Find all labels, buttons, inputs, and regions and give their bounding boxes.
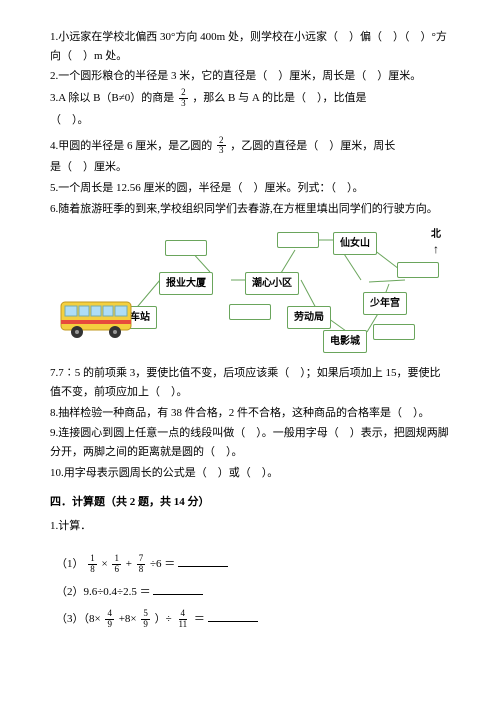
q4-part-a: 4.甲圆的半径是 6 厘米，是乙圆的 xyxy=(50,139,212,151)
node-dianying: 电影城 xyxy=(323,330,367,353)
fraction-1-8: 1 8 xyxy=(88,554,97,575)
frac-den: 3 xyxy=(217,146,226,156)
fraction-2-3b: 2 3 xyxy=(217,136,226,157)
node-shaonian: 少年宫 xyxy=(363,292,407,315)
question-1: 1.小远家在学校北偏西 30°方向 400m 处，则学校在小远家（ ）偏（ ）（… xyxy=(50,28,450,65)
c1-label: （1） xyxy=(56,558,84,570)
q3-part-a: 3.A 除以 B（B≠0）的商是 xyxy=(50,92,174,104)
question-5: 5.一个周长是 12.56 厘米的圆，半径是（ ）厘米。列式：（ ）。 xyxy=(50,179,450,198)
question-10: 10.用字母表示圆周长的公式是（ ）或（ ）。 xyxy=(50,464,450,483)
q3-part-b: ，那么 B 与 A 的比是（ ），比值是 xyxy=(192,92,366,104)
q4-part-b: ，乙圆的直径是（ ）厘米，周长 xyxy=(230,139,395,151)
north-label: 北 xyxy=(431,226,441,243)
question-2: 2.一个圆形粮仓的半径是 3 米，它的直径是（ ）厘米，周长是（ ）厘米。 xyxy=(50,67,450,86)
calc-prompt: 1.计算． xyxy=(50,517,450,536)
c1-mul: × xyxy=(102,558,108,570)
fraction-4-11: 4 11 xyxy=(176,609,189,630)
north-indicator: 北 ↑ xyxy=(431,226,441,255)
c1-plus: + xyxy=(126,558,132,570)
empty-box-5 xyxy=(373,324,415,340)
question-8: 8.抽样检验一种商品，有 38 件合格，2 件不合格，这种商品的合格率是（ ）。 xyxy=(50,404,450,423)
answer-blank-2[interactable] xyxy=(153,584,203,595)
node-baoye: 报业大厦 xyxy=(159,272,213,295)
empty-box-2 xyxy=(277,232,319,248)
empty-box-1 xyxy=(165,240,207,256)
route-diagram: 仙女山 报业大厦 潮心小区 火车站 劳动局 少年宫 电影城 北 ↑ xyxy=(65,224,435,356)
frac-den: 8 xyxy=(137,565,146,575)
fraction-4-9: 4 9 xyxy=(105,609,114,630)
frac-den: 6 xyxy=(112,565,121,575)
c3-b: +8× xyxy=(119,613,137,625)
fraction-5-9: 5 9 xyxy=(141,609,150,630)
calc-2: （2）9.6÷0.4÷2.5 ＝ xyxy=(56,583,450,602)
question-3c: （ ）。 xyxy=(50,111,450,130)
question-4c: 是（ ）厘米。 xyxy=(50,158,450,177)
node-laodong: 劳动局 xyxy=(287,306,331,329)
node-xianvshan: 仙女山 xyxy=(333,232,377,255)
section-4-title: 四．计算题（共 2 题，共 14 分） xyxy=(50,493,450,512)
node-chaoxin: 潮心小区 xyxy=(245,272,299,295)
fraction-7-8: 7 8 xyxy=(137,554,146,575)
question-4: 4.甲圆的半径是 6 厘米，是乙圆的 2 3 ，乙圆的直径是（ ）厘米，周长 xyxy=(50,136,450,157)
fraction-1-6: 1 6 xyxy=(112,554,121,575)
frac-den: 9 xyxy=(141,620,150,630)
c3-c: ）÷ xyxy=(155,613,172,625)
c3-d: ＝ xyxy=(194,613,205,625)
c1-tail: ÷6 ＝ xyxy=(150,558,175,570)
question-6: 6.随着旅游旺季的到来,学校组织同学们去春游,在方框里填出同学们的行驶方向。 xyxy=(50,200,450,219)
frac-den: 11 xyxy=(176,620,189,630)
frac-den: 9 xyxy=(105,620,114,630)
bus-icon xyxy=(59,296,137,342)
c2-text: （2）9.6÷0.4÷2.5 ＝ xyxy=(56,586,151,598)
empty-box-3 xyxy=(397,262,439,278)
north-arrow-icon: ↑ xyxy=(431,243,441,255)
calc-1: （1） 1 8 × 1 6 + 7 8 ÷6 ＝ xyxy=(56,554,450,575)
fraction-2-3: 2 3 xyxy=(179,88,188,109)
question-3: 3.A 除以 B（B≠0）的商是 2 3 ，那么 B 与 A 的比是（ ），比值… xyxy=(50,88,450,109)
question-9: 9.连接圆心到圆上任意一点的线段叫做（ ）。一般用字母（ ）表示，把圆规两脚分开… xyxy=(50,424,450,461)
question-7: 7.7∶5 的前项乘 3，要使比值不变，后项应该乘（ ）；如果后项加上 15，要… xyxy=(50,364,450,401)
answer-blank-1[interactable] xyxy=(178,556,228,567)
empty-box-4 xyxy=(229,304,271,320)
calc-3: （3）（8× 4 9 +8× 5 9 ）÷ 4 11 ＝ xyxy=(56,609,450,630)
frac-den: 3 xyxy=(179,99,188,109)
frac-den: 8 xyxy=(88,565,97,575)
c3-a: （3）（8× xyxy=(56,613,101,625)
answer-blank-3[interactable] xyxy=(208,611,258,622)
